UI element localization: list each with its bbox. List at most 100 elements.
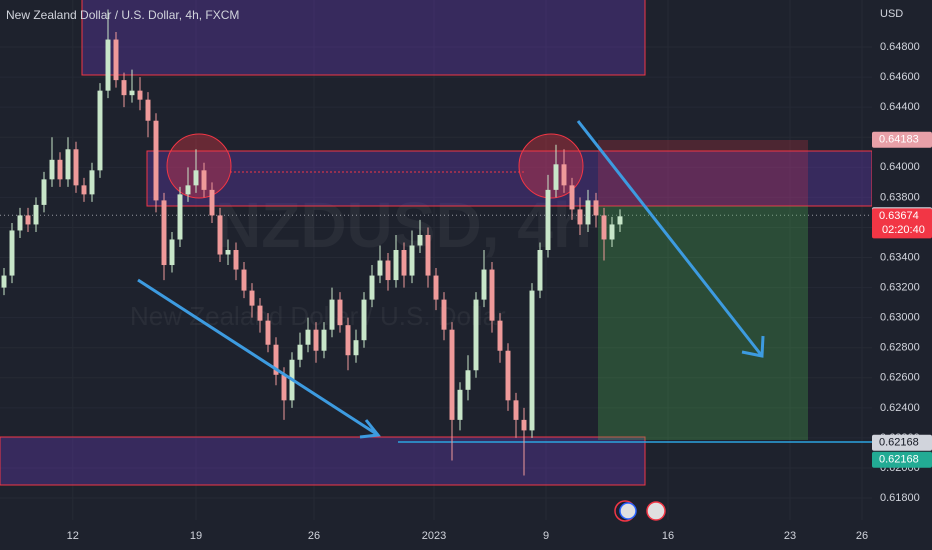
- y-tick-label: 0.64400: [880, 101, 920, 113]
- countdown-label: 02:20:40: [882, 224, 925, 236]
- event-icon[interactable]: [619, 502, 637, 520]
- candle-body: [377, 260, 383, 276]
- candle-body: [121, 80, 127, 96]
- candle-body: [57, 159, 63, 180]
- candle-body: [273, 344, 279, 375]
- candle-body: [49, 159, 55, 180]
- candle-body: [281, 374, 287, 401]
- candle-body: [9, 230, 15, 276]
- candle-body: [73, 149, 79, 186]
- candle-body: [233, 250, 239, 270]
- symbol-title: New Zealand Dollar / U.S. Dollar, 4h, FX…: [6, 8, 239, 22]
- price-badge: [872, 131, 932, 148]
- x-tick-label: 9: [543, 530, 549, 542]
- arrow: [137, 278, 379, 437]
- candle-body: [225, 250, 231, 255]
- candle-body: [201, 170, 207, 190]
- candle-body: [577, 209, 583, 225]
- candle-body: [521, 419, 527, 431]
- candle-body: [193, 170, 199, 186]
- candle-body: [529, 290, 535, 431]
- candle-body: [169, 239, 175, 266]
- candle-body: [585, 200, 591, 225]
- y-tick-label: 0.62400: [880, 402, 920, 414]
- candle-body: [321, 329, 327, 351]
- stop-area: [598, 140, 808, 206]
- watermark-sub: New Zealand Dollar / U.S. Dollar: [130, 301, 506, 331]
- axes: 0.618000.620000.622000.624000.626000.628…: [67, 41, 932, 542]
- candle-body: [401, 250, 407, 276]
- candle-body: [1, 275, 7, 288]
- candle-body: [353, 340, 359, 356]
- candle-body: [385, 260, 391, 281]
- watermark: NZDUSD, 4h: [215, 189, 592, 261]
- candle-body: [369, 275, 375, 300]
- candle-body: [113, 39, 119, 81]
- y-tick-label: 0.64800: [880, 41, 920, 53]
- candle-body: [393, 250, 399, 281]
- candle-body: [513, 400, 519, 420]
- candle-body: [441, 299, 447, 330]
- candle-body: [137, 90, 143, 100]
- candle-body: [449, 329, 455, 420]
- candle-body: [145, 99, 151, 121]
- arrow: [576, 120, 764, 357]
- candle-body: [537, 250, 543, 291]
- y-tick-label: 0.62600: [880, 372, 920, 384]
- candle-body: [489, 269, 495, 321]
- candle-body: [569, 185, 575, 210]
- currency-label: USD: [880, 8, 903, 20]
- grid: [0, 214, 872, 216]
- candle-body: [17, 215, 23, 231]
- price-badge-label: 0.62168: [879, 437, 919, 449]
- y-tick-label: 0.63800: [880, 191, 920, 203]
- price-badge: [872, 434, 932, 451]
- x-tick-label: 23: [784, 530, 796, 542]
- candle-body: [409, 245, 415, 276]
- price-badge: [872, 208, 932, 239]
- candle-body: [609, 224, 615, 240]
- candle-body: [129, 90, 135, 96]
- candle-body: [313, 329, 319, 351]
- candle-body: [337, 299, 343, 326]
- y-tick-label: 0.64600: [880, 71, 920, 83]
- time-axis: [0, 520, 932, 550]
- candle-body: [433, 275, 439, 300]
- x-tick-label: 2023: [422, 530, 446, 542]
- candle-body: [329, 299, 335, 330]
- candle-body: [41, 179, 47, 205]
- candle-body: [65, 149, 71, 180]
- candle-body: [465, 370, 471, 390]
- candle-body: [249, 290, 255, 306]
- candle-body: [265, 320, 271, 345]
- event-icon[interactable]: [646, 501, 666, 521]
- candle-body: [561, 164, 567, 186]
- target-area: [598, 206, 808, 440]
- candle-body: [617, 216, 623, 225]
- y-tick-label: 0.63200: [880, 281, 920, 293]
- candle-body: [161, 200, 167, 266]
- support-zone: [0, 436, 646, 486]
- x-tick-label: 26: [308, 530, 320, 542]
- candle-body: [217, 215, 223, 255]
- candle-body: [305, 329, 311, 345]
- candle-body: [105, 39, 111, 91]
- candle-body: [89, 170, 95, 195]
- candle-body: [81, 185, 87, 195]
- y-tick-label: 0.63400: [880, 251, 920, 263]
- candle-body: [457, 389, 463, 420]
- y-tick-label: 0.63000: [880, 312, 920, 324]
- candle-body: [481, 269, 487, 300]
- x-tick-label: 12: [67, 530, 79, 542]
- x-tick-label: 19: [190, 530, 202, 542]
- candle-body: [345, 325, 351, 356]
- x-tick-label: 26: [856, 530, 868, 542]
- arrow-head: [359, 419, 381, 439]
- top-circle: [166, 133, 232, 199]
- price-badge-label: 0.63674: [879, 210, 919, 222]
- candle-body: [153, 120, 159, 201]
- candle-body: [33, 204, 39, 225]
- y-tick-label: 0.64000: [880, 161, 920, 173]
